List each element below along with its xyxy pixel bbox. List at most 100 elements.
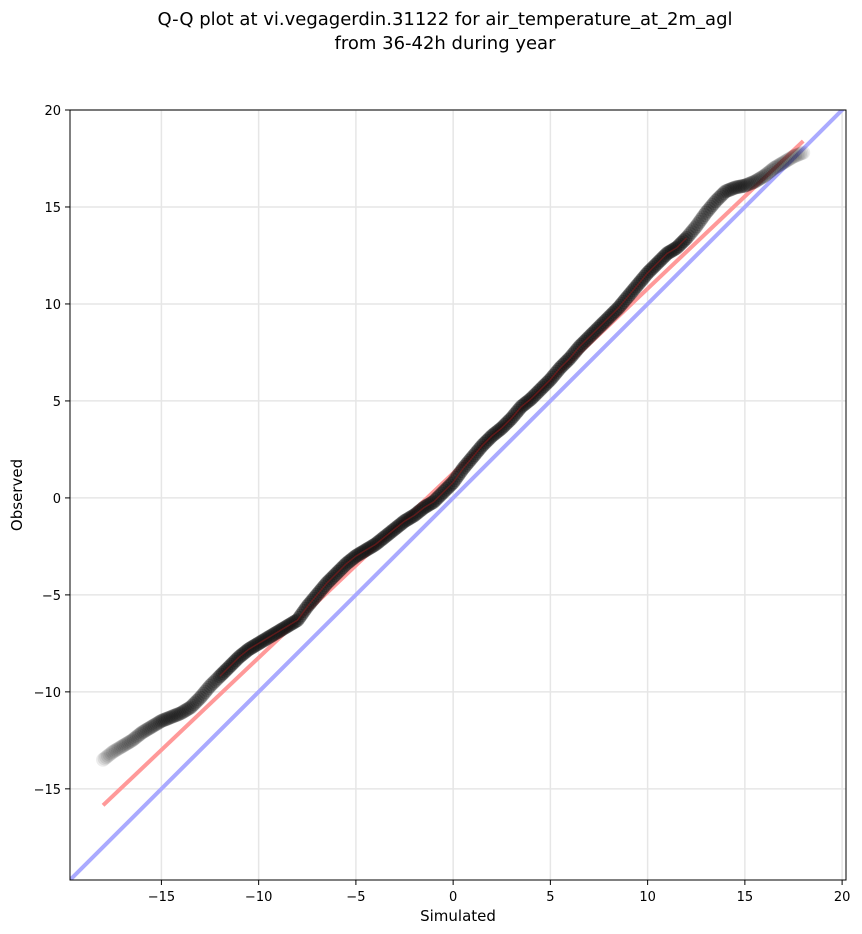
qq-point [146,718,161,733]
qq-point [115,739,130,754]
qq-point [128,730,143,745]
qq-point [160,711,175,726]
qq-point [744,176,759,191]
qq-point [144,719,159,734]
qq-point [177,704,192,719]
qq-point [736,178,751,193]
qq-point [203,679,218,694]
x-tick-label: −15 [148,890,175,905]
qq-point [737,178,752,193]
qq-point [191,692,206,707]
qq-point [796,145,811,160]
qq-point [190,693,205,708]
qq-point [684,225,699,240]
qq-point [762,165,777,180]
qq-point [149,716,164,731]
qq-point [705,198,720,213]
qq-point [147,717,162,732]
qq-point [788,148,803,163]
plot-area [70,110,845,880]
qq-point [141,721,156,736]
qq-point [768,160,783,175]
qq-point [105,744,120,759]
qq-point [687,221,702,236]
qq-point [781,152,796,167]
qq-point [720,183,735,198]
qq-point [159,712,174,727]
qq-point [172,706,187,721]
qq-point [749,173,764,188]
qq-point [792,146,807,161]
qq-point [750,172,765,187]
y-axis-label: Observed [8,459,26,531]
qq-point [765,162,780,177]
qq-point [739,177,754,192]
qq-point [783,151,798,166]
qq-point [702,201,717,216]
qq-point [729,180,744,195]
grid [70,109,846,880]
qq-point [700,203,715,218]
qq-point [138,723,153,738]
qq-point [168,708,183,723]
x-tick-label: 20 [834,890,851,905]
qq-point [125,733,140,748]
y-tick-label: 15 [44,201,61,216]
y-tick-label: −15 [34,783,61,798]
qq-point [713,189,728,204]
qq-point [139,722,154,737]
qq-point [775,156,790,171]
qq-point [718,184,733,199]
qq-point [752,171,767,186]
qq-point [181,701,196,716]
qq-point [156,713,171,728]
qq-point [136,724,151,739]
qq-point [207,674,222,689]
qq-point [131,728,146,743]
qq-point [107,744,122,759]
qq-point [734,179,749,194]
x-tick-label: 10 [639,890,656,905]
x-tick-label: 0 [449,890,457,905]
qq-point [206,675,221,690]
qq-point [707,196,722,211]
qq-point [726,181,741,196]
qq-point [180,702,195,717]
qq-point [118,737,133,752]
qq-point [113,740,128,755]
qq-point [186,697,201,712]
plot-frame [69,109,847,881]
x-tick-label: −10 [245,890,272,905]
qq-point [157,712,172,727]
qq-point [178,703,193,718]
qq-point [194,688,209,703]
ticks: −15 −10 −5 0 5 10 15 20 −15 −10 −5 0 5 10 15 20 [34,104,851,905]
qq-point [780,153,795,168]
qq-point [755,169,770,184]
y-tick-label: −5 [42,589,61,604]
qq-point [698,205,713,220]
qq-point [773,157,788,172]
qq-point [164,710,179,725]
qq-point [715,187,730,202]
qq-point [711,190,726,205]
qq-point [152,714,167,729]
fit-line [101,139,805,807]
qq-point [757,168,772,183]
qq-point [690,217,705,232]
qq-point [126,732,141,747]
qq-point [733,179,748,194]
qq-point [758,167,773,182]
x-tick-label: 5 [546,890,554,905]
qq-point [104,746,119,761]
qq-point [110,742,125,757]
qq-point [175,705,190,720]
qq-point [776,155,791,170]
qq-point [786,149,801,164]
y-tick-label: 0 [53,492,61,507]
y-tick-label: −10 [34,686,61,701]
qq-point [123,734,138,749]
qq-point [747,174,762,189]
qq-point [791,147,806,162]
